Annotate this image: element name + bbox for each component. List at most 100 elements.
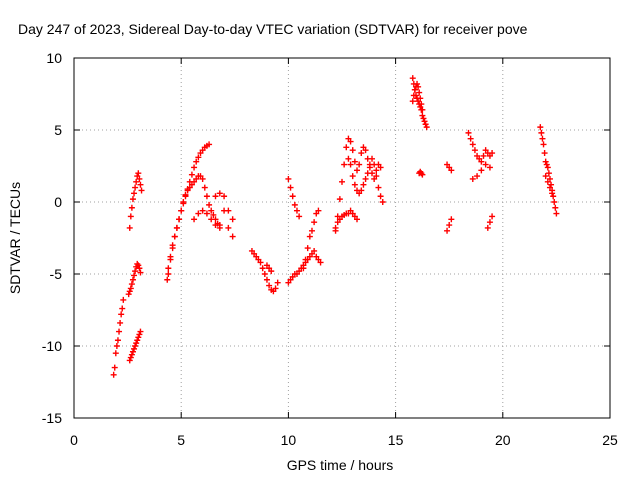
data-point — [176, 216, 183, 223]
data-point — [465, 129, 472, 136]
x-tick-label: 5 — [177, 432, 185, 448]
data-point — [551, 199, 558, 205]
data-point — [416, 89, 423, 96]
data-point — [339, 178, 345, 185]
data-point — [257, 259, 264, 266]
data-point — [287, 184, 294, 191]
data-point — [306, 233, 313, 240]
data-point — [165, 265, 172, 272]
data-point — [212, 193, 219, 200]
data-point — [540, 141, 547, 148]
data-point — [113, 343, 120, 349]
data-point — [135, 170, 142, 177]
data-point — [336, 196, 343, 203]
data-point — [444, 227, 451, 234]
data-point — [199, 207, 206, 214]
data-point — [422, 121, 429, 128]
data-point — [118, 311, 125, 318]
data-point — [126, 357, 133, 364]
data-point — [116, 328, 123, 335]
data-point — [302, 256, 309, 263]
data-point — [291, 201, 298, 208]
data-point — [165, 271, 172, 277]
data-point — [478, 167, 485, 174]
data-point — [486, 219, 493, 226]
plot-frame — [73, 57, 611, 419]
data-point — [448, 216, 455, 223]
data-point — [188, 171, 195, 178]
data-point — [129, 348, 136, 355]
data-point — [127, 354, 134, 361]
data-point — [180, 199, 187, 205]
data-point — [110, 371, 117, 378]
data-point — [414, 80, 421, 87]
data-point — [268, 268, 275, 275]
data-point — [137, 328, 144, 335]
x-tick-label: 0 — [70, 432, 78, 448]
data-point — [537, 124, 544, 131]
data-point — [553, 210, 560, 217]
data-point — [293, 207, 300, 214]
data-point — [545, 170, 552, 177]
data-point — [136, 175, 143, 182]
data-point — [135, 334, 142, 341]
data-point — [351, 181, 358, 188]
data-point — [354, 216, 361, 223]
data-point — [210, 211, 217, 218]
data-point — [127, 285, 134, 292]
data-point — [489, 213, 496, 220]
data-point — [542, 173, 549, 180]
y-tick-label: -15 — [42, 410, 62, 426]
x-tick-label: 10 — [281, 432, 297, 448]
data-point — [129, 276, 136, 283]
data-point — [469, 141, 476, 148]
data-point — [482, 161, 489, 168]
data-point — [538, 129, 545, 136]
data-point — [351, 158, 358, 165]
data-point — [469, 175, 476, 182]
data-point — [169, 245, 176, 252]
data-point — [132, 184, 139, 191]
data-point — [341, 161, 348, 168]
data-point — [379, 199, 386, 205]
data-point — [216, 222, 223, 229]
data-point — [358, 187, 365, 194]
grid-layer — [74, 58, 610, 418]
data-point — [221, 193, 228, 200]
data-point — [546, 184, 553, 191]
data-point — [364, 170, 371, 177]
x-tick-label: 20 — [495, 432, 511, 448]
data-point — [419, 112, 426, 119]
data-point — [135, 262, 142, 269]
data-point — [349, 173, 356, 180]
data-point — [191, 164, 198, 171]
x-tick-label: 25 — [602, 432, 618, 448]
data-point — [418, 101, 425, 108]
data-point — [421, 118, 428, 125]
data-point — [137, 269, 144, 276]
data-point — [373, 173, 380, 180]
data-point — [136, 331, 143, 338]
data-point — [225, 224, 232, 231]
data-point — [259, 265, 266, 272]
data-point — [343, 144, 350, 151]
data-point — [371, 161, 378, 168]
data-point — [541, 150, 548, 157]
data-point — [136, 265, 143, 272]
data-point — [360, 181, 367, 188]
y-tick-label: 10 — [46, 50, 62, 66]
data-point — [133, 340, 140, 347]
data-point — [167, 256, 174, 263]
data-point — [216, 190, 223, 197]
data-point — [373, 167, 380, 174]
data-point — [203, 193, 210, 200]
data-point — [171, 233, 178, 240]
data-point — [134, 337, 141, 344]
data-point — [191, 216, 198, 223]
data-point — [131, 190, 138, 197]
data-point — [415, 83, 422, 90]
data-point — [132, 268, 139, 275]
data-point — [229, 233, 236, 240]
data-point — [272, 285, 279, 292]
